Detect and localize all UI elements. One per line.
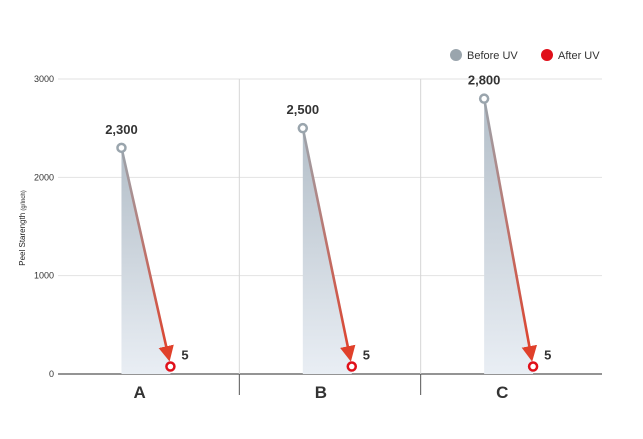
arrow-B — [301, 127, 356, 362]
point-after-A — [165, 361, 176, 372]
point-after-B — [346, 361, 358, 372]
y-tick-0: 0 — [49, 369, 54, 379]
label-before-C: 2,800 — [468, 73, 501, 88]
category-C: C — [496, 383, 508, 402]
arrow-A — [120, 147, 174, 362]
x-axis-categories: A B C — [133, 383, 508, 402]
arrows — [120, 98, 538, 362]
label-before-B: 2,500 — [287, 102, 320, 117]
y-tick-2000: 2000 — [34, 172, 54, 182]
points — [116, 93, 539, 372]
data-labels: 2,300 5 2,500 5 2,800 5 — [105, 73, 551, 363]
point-after-C — [527, 361, 539, 372]
label-before-A: 2,300 — [105, 122, 138, 137]
y-tick-1000: 1000 — [34, 271, 54, 281]
arrow-C — [482, 98, 538, 362]
legend-after-marker — [541, 49, 553, 61]
y-axis-label-text: Peel Starength — [18, 213, 27, 266]
point-before-A — [116, 142, 127, 154]
legend: Before UV After UV — [450, 49, 600, 62]
legend-before-marker — [450, 49, 462, 61]
y-axis-ticks: 0 1000 2000 3000 — [34, 74, 54, 379]
point-before-B — [297, 122, 309, 134]
area-fills — [121, 98, 534, 375]
label-after-C: 5 — [544, 348, 551, 363]
label-after-B: 5 — [363, 348, 370, 363]
y-tick-3000: 3000 — [34, 74, 54, 84]
category-A: A — [133, 383, 145, 402]
point-before-C — [478, 93, 490, 104]
category-B: B — [315, 383, 327, 402]
legend-before-label: Before UV — [467, 50, 518, 62]
label-after-A: 5 — [181, 348, 188, 363]
y-axis-label-unit: (g/Inch) — [21, 190, 27, 210]
legend-after-label: After UV — [558, 50, 600, 62]
y-axis-label: Peel Starength (g/Inch) — [18, 190, 27, 266]
